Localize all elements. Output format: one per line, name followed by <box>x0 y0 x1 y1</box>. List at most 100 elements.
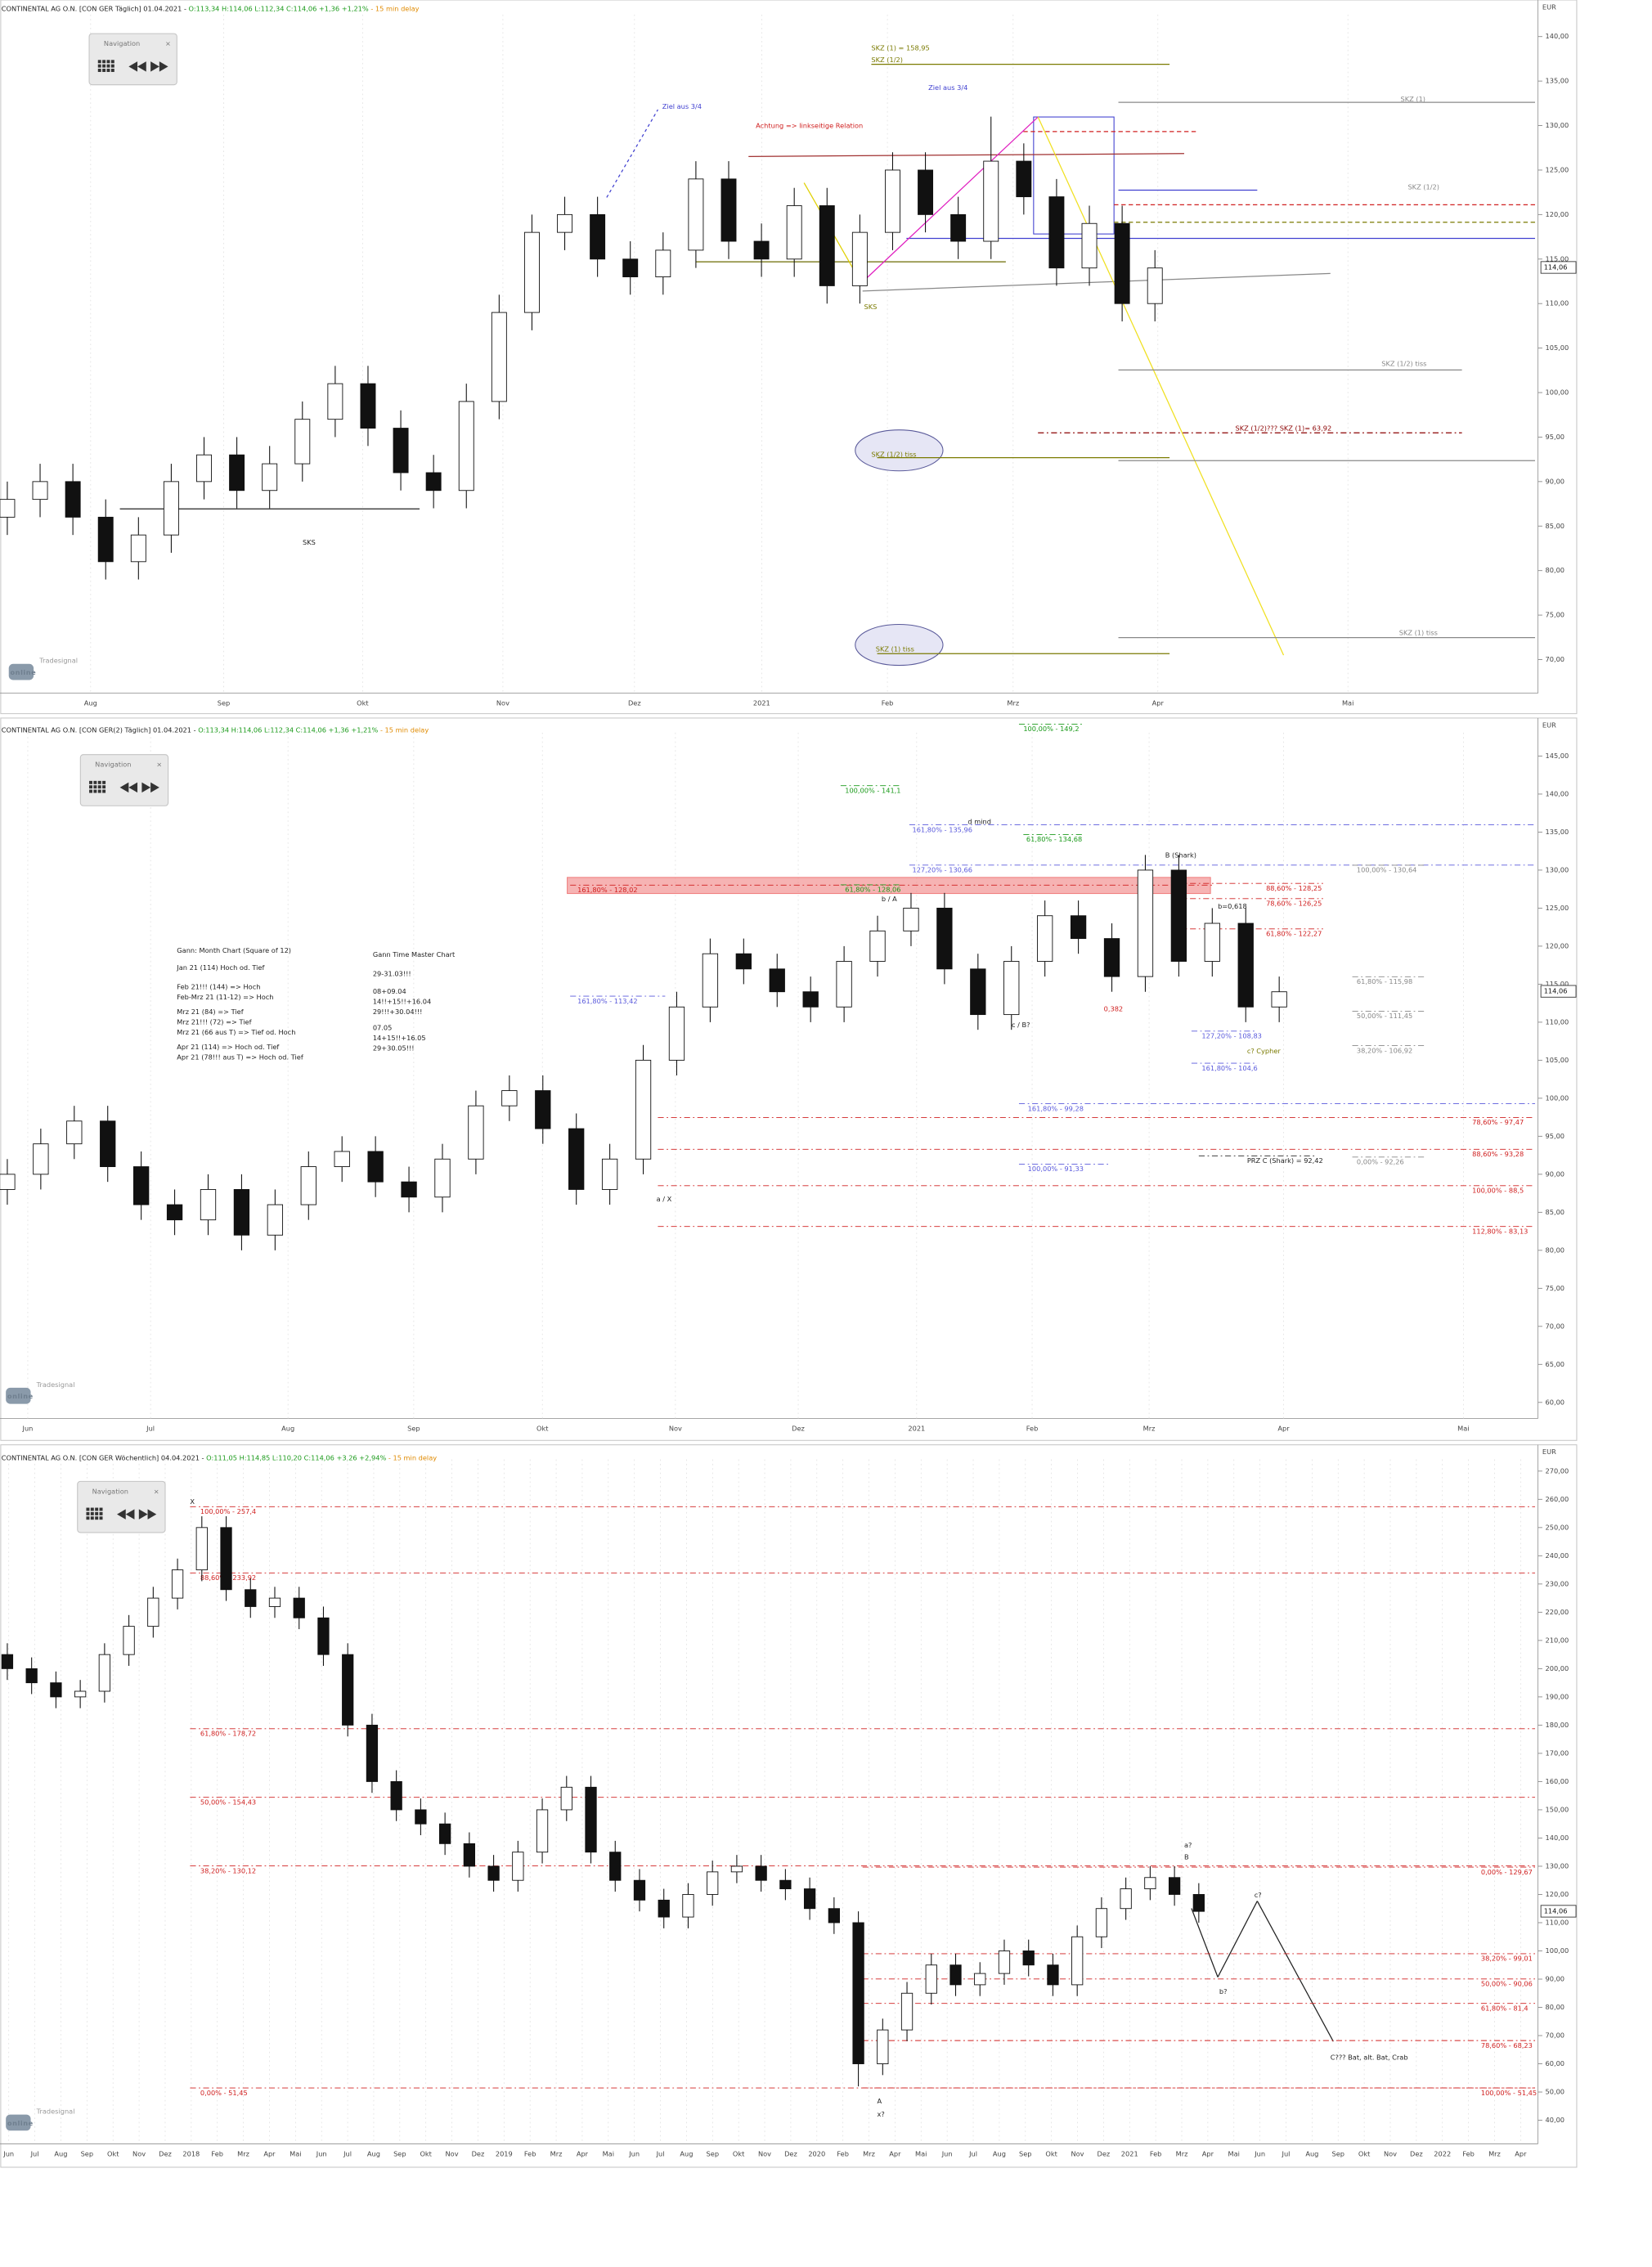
candle-body <box>130 534 146 563</box>
grid-icon-cell[interactable] <box>110 69 114 72</box>
y-tick-label: 85,00 <box>1546 1208 1565 1216</box>
fib-level-label: 161,80% - 104,6 <box>1201 1064 1257 1072</box>
candle-body <box>487 1865 500 1881</box>
grid-icon-cell[interactable] <box>95 1516 99 1520</box>
candle-body <box>983 160 999 242</box>
candle-body <box>300 1166 316 1205</box>
grid-icon-cell[interactable] <box>97 789 101 793</box>
fib-level-label: 78,60% - 68,23 <box>1481 2041 1533 2049</box>
x-tick-label: Feb <box>882 699 894 707</box>
grid-icon-cell[interactable] <box>93 789 97 793</box>
grid-icon-cell[interactable] <box>97 785 101 789</box>
candle-body <box>1147 267 1163 304</box>
grid-icon-cell[interactable] <box>97 69 101 72</box>
candle-body <box>1022 1951 1035 1966</box>
candle-body <box>327 383 343 420</box>
fib-level-label: 0,00% - 92,26 <box>1357 1158 1404 1166</box>
x-tick-label: 2020 <box>808 2149 825 2157</box>
fib-level-label: 0,00% - 129,67 <box>1481 1868 1533 1876</box>
grid-icon-cell[interactable] <box>89 789 92 793</box>
grid-button[interactable] <box>97 60 114 72</box>
candle-body <box>655 249 671 277</box>
candle-body <box>974 1973 986 1986</box>
grid-icon-cell[interactable] <box>110 60 114 64</box>
grid-icon-cell[interactable] <box>97 64 101 68</box>
grid-icon-cell[interactable] <box>95 1507 99 1511</box>
y-tick-label: 190,00 <box>1546 1692 1569 1700</box>
x-tick-label: Feb <box>1026 1424 1039 1432</box>
logo-small: Tradesignal <box>36 1380 75 1389</box>
grid-icon-cell[interactable] <box>86 1516 90 1520</box>
fib-level-label: 61,80% - 115,98 <box>1357 977 1412 985</box>
y-tick-label: 70,00 <box>1546 2031 1565 2040</box>
grid-icon-cell[interactable] <box>102 780 106 784</box>
annotation: x? <box>878 2110 885 2118</box>
grid-icon-cell[interactable] <box>99 1516 103 1520</box>
grid-icon-cell[interactable] <box>93 780 97 784</box>
y-tick-label: 40,00 <box>1546 2116 1565 2124</box>
grid-icon-cell[interactable] <box>110 64 114 68</box>
annotation: SKZ (1) <box>1401 95 1425 103</box>
y-tick-label: 240,00 <box>1546 1551 1569 1560</box>
candle-body <box>1103 938 1120 977</box>
candle-body <box>0 499 16 518</box>
grid-icon-cell[interactable] <box>97 780 101 784</box>
y-tick-label: 60,00 <box>1546 2059 1565 2067</box>
y-tick-label: 60,00 <box>1546 1398 1565 1406</box>
rewind-button[interactable] <box>128 61 146 72</box>
grid-icon-cell[interactable] <box>106 64 110 68</box>
grid-icon-cell[interactable] <box>106 60 110 64</box>
annotation: C??? Bat, alt. Bat, Crab <box>1331 2053 1408 2061</box>
x-tick-label: Sep <box>393 2149 406 2157</box>
grid-icon-cell[interactable] <box>95 1511 99 1515</box>
grid-icon-cell[interactable] <box>90 1507 94 1511</box>
candle-body <box>268 1597 281 1607</box>
grid-icon-cell[interactable] <box>93 785 97 789</box>
x-tick-label: Okt <box>357 699 369 707</box>
candle-body <box>32 481 48 501</box>
candle-body <box>682 1894 694 1918</box>
grid-icon-cell[interactable] <box>90 1511 94 1515</box>
annotation: SKZ (1/2) tiss <box>871 451 916 459</box>
grid-icon-cell[interactable] <box>102 789 106 793</box>
grid-icon-cell[interactable] <box>89 780 92 784</box>
grid-icon-cell[interactable] <box>106 69 110 72</box>
grid-icon-cell[interactable] <box>90 1516 94 1520</box>
candle-body <box>622 258 639 277</box>
candle-body <box>458 401 474 492</box>
y-tick-label: 80,00 <box>1546 2003 1565 2011</box>
candle-body <box>0 1174 16 1190</box>
y-tick-label: 145,00 <box>1546 752 1569 760</box>
grid-icon-cell[interactable] <box>102 785 106 789</box>
grid-icon-cell[interactable] <box>102 64 106 68</box>
x-tick-label: Apr <box>1277 1424 1290 1432</box>
candle-body <box>1144 1877 1156 1890</box>
chart-quote: O:113,34 H:114,06 L:112,34 C:114,06 +1,3… <box>198 725 378 734</box>
y-tick-label: 90,00 <box>1546 1169 1565 1178</box>
y-tick-label: 130,00 <box>1546 865 1569 873</box>
grid-icon-cell[interactable] <box>102 69 106 72</box>
forward-button[interactable] <box>141 782 159 793</box>
grid-icon-cell[interactable] <box>99 1511 103 1515</box>
grid-icon-cell[interactable] <box>102 60 106 64</box>
chart-delay: - 15 min delay <box>369 4 420 12</box>
candle-body <box>1204 923 1220 962</box>
y-tick-label: 130,00 <box>1546 1861 1569 1870</box>
annotation: 14!!+15!!+16.04 <box>373 997 431 1005</box>
x-tick-label: Jul <box>656 2149 665 2157</box>
x-tick-label: Apr <box>1152 699 1165 707</box>
logo-small: Tradesignal <box>38 657 78 665</box>
x-tick-label: Apr <box>263 2149 276 2157</box>
candle-body <box>25 1668 38 1684</box>
candle-body <box>998 1951 1011 1974</box>
grid-button[interactable] <box>86 1507 103 1520</box>
rewind-button[interactable] <box>119 782 138 793</box>
grid-icon-cell[interactable] <box>86 1507 90 1511</box>
grid-icon-cell[interactable] <box>97 60 101 64</box>
candle-body <box>869 930 886 962</box>
grid-icon-cell[interactable] <box>89 785 92 789</box>
grid-button[interactable] <box>89 780 106 793</box>
grid-icon-cell[interactable] <box>86 1511 90 1515</box>
grid-icon-cell[interactable] <box>99 1507 103 1511</box>
y-tick-label: 130,00 <box>1546 121 1569 129</box>
